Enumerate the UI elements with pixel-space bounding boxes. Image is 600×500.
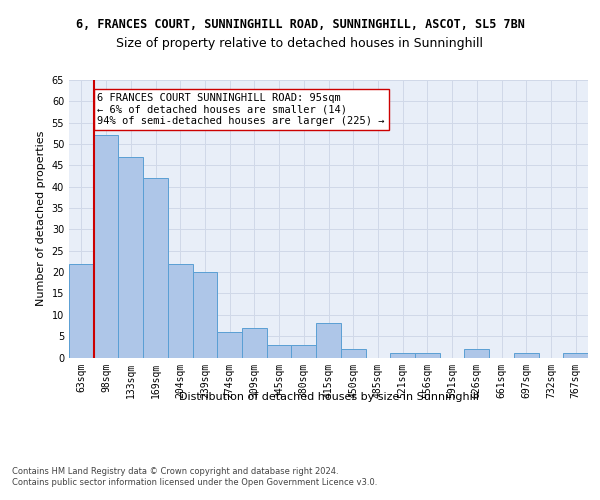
Bar — [514, 353, 539, 358]
Bar — [193, 272, 217, 358]
Bar — [292, 344, 316, 358]
Text: 6, FRANCES COURT, SUNNINGHILL ROAD, SUNNINGHILL, ASCOT, SL5 7BN: 6, FRANCES COURT, SUNNINGHILL ROAD, SUNN… — [76, 18, 524, 30]
Text: Size of property relative to detached houses in Sunninghill: Size of property relative to detached ho… — [116, 38, 484, 51]
Bar — [415, 353, 440, 358]
Bar — [563, 353, 588, 358]
Bar — [316, 324, 341, 358]
Bar — [341, 349, 365, 358]
Bar — [464, 349, 489, 358]
Bar — [69, 264, 94, 358]
Bar — [217, 332, 242, 357]
Bar — [94, 136, 118, 358]
Text: Contains HM Land Registry data © Crown copyright and database right 2024.
Contai: Contains HM Land Registry data © Crown c… — [12, 468, 377, 487]
Bar — [242, 328, 267, 358]
Text: 6 FRANCES COURT SUNNINGHILL ROAD: 95sqm
← 6% of detached houses are smaller (14): 6 FRANCES COURT SUNNINGHILL ROAD: 95sqm … — [97, 93, 385, 126]
Text: Distribution of detached houses by size in Sunninghill: Distribution of detached houses by size … — [179, 392, 479, 402]
Y-axis label: Number of detached properties: Number of detached properties — [36, 131, 46, 306]
Bar — [390, 353, 415, 358]
Bar — [143, 178, 168, 358]
Bar — [118, 157, 143, 358]
Bar — [267, 344, 292, 358]
Bar — [168, 264, 193, 358]
